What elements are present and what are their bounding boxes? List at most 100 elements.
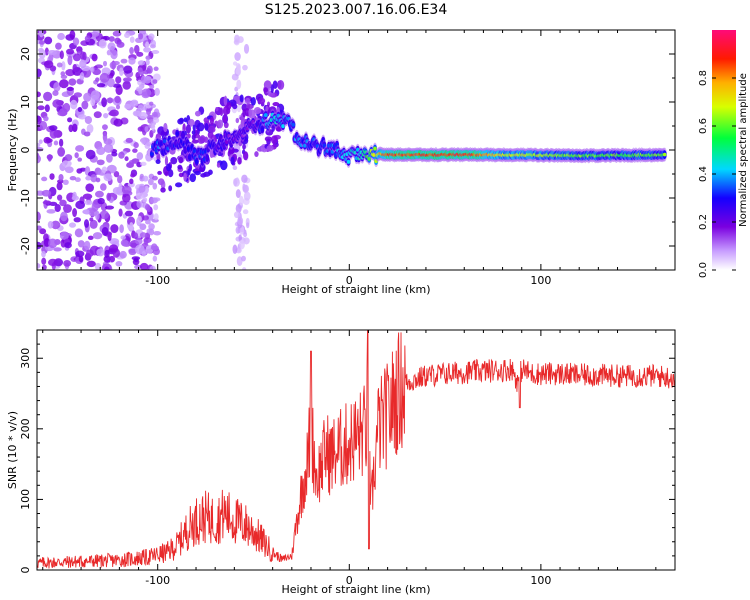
spectrogram-noise-cell	[66, 86, 74, 91]
spectrogram-noise-cell	[231, 73, 239, 81]
spectrogram-noise-cell	[72, 37, 80, 46]
colorbar-ticks: 0.0 0.2 0.4 0.6 0.8	[698, 70, 736, 278]
spectrogram-noise-cell	[148, 33, 155, 40]
spectrogram-noise-cell	[235, 67, 242, 76]
spectrogram-noise-cell	[152, 117, 160, 124]
spectrogram-noise-cell	[72, 53, 81, 62]
spectrogram-noise-cell	[57, 147, 66, 157]
spectrogram-noise-cell	[100, 183, 107, 191]
spectrogram-band-cell	[257, 97, 266, 105]
spectrogram-ridge-core	[188, 155, 192, 160]
spectrogram-noise-cell	[38, 47, 44, 53]
y-tick-label: -10	[19, 189, 32, 207]
spectrogram-ridge-core	[183, 147, 188, 152]
spectrogram-band-cell	[178, 156, 184, 164]
spectrogram-noise-cell	[37, 154, 41, 164]
spectrogram-band-cell	[177, 164, 183, 170]
spectrogram-noise-cell	[101, 226, 109, 236]
spectrogram-noise-cell	[233, 211, 241, 219]
spectrogram-noise-cell	[115, 104, 121, 110]
x-tick-label: 0	[346, 574, 353, 587]
spectrogram-noise-cell	[142, 197, 148, 203]
spectrogram-band-cell	[266, 145, 274, 152]
spectrogram-noise-cell	[241, 174, 248, 183]
spectrogram-noise-cell	[84, 199, 93, 206]
spectrogram-noise-cell	[63, 260, 72, 267]
spectrogram-noise-cell	[37, 68, 42, 78]
spectrogram-noise-cell	[124, 32, 130, 39]
spectrogram-noise-cell	[76, 168, 83, 174]
spectrogram-noise-cell	[37, 211, 41, 222]
spectrogram-noise-cell	[133, 142, 139, 149]
spectrogram-noise-cell	[79, 59, 87, 69]
spectrogram-noise-cell	[232, 244, 238, 254]
spectrogram-noise-cell	[153, 204, 159, 211]
x-tick-label: 100	[530, 274, 551, 287]
spectrogram-band-cell	[187, 119, 195, 127]
spectrogram-noise-cell	[106, 49, 111, 56]
spectrogram-noise-cell	[99, 72, 110, 83]
spectrogram-noise-cell	[99, 210, 109, 220]
spectrogram-band-cell	[263, 87, 269, 93]
spectrogram-band-cell	[253, 106, 262, 115]
spectrogram-noise-cell	[118, 151, 125, 159]
spectrogram-noise-cell	[60, 71, 66, 77]
spectrogram-noise-cell	[120, 239, 129, 247]
spectrogram-noise-cell	[118, 67, 124, 77]
spectrogram-noise-cell	[95, 177, 101, 183]
spectrogram-noise-cell	[153, 66, 159, 71]
spectrogram-ridge-core	[373, 146, 377, 151]
spectrogram-noise-cell	[41, 176, 48, 182]
spectrogram-noise-cell	[238, 195, 244, 206]
snr-frame	[36, 329, 676, 571]
spectrogram-band-cell	[246, 103, 254, 110]
spectrogram-band-cell	[157, 178, 165, 186]
spectrogram-noise-cell	[48, 238, 58, 249]
snr-panel: -100 0 100 0 100 200 300 Height of straight li…	[6, 329, 676, 596]
spectrogram-band-cell	[220, 160, 228, 171]
spectrogram-band-cell	[272, 80, 278, 89]
spectrogram-noise-cell	[67, 117, 73, 123]
spectrogram-noise-cell	[41, 250, 46, 258]
spectrogram-band-cell	[167, 169, 174, 178]
y-tick-label: 300	[19, 348, 32, 369]
spectrogram-band-cell	[271, 124, 276, 132]
spectrogram-noise-cell	[128, 159, 135, 166]
spectrogram-noise-cell	[66, 48, 75, 55]
spectrogram-noise-cell	[49, 128, 58, 139]
snr-series-line	[37, 330, 675, 569]
spectrogram-noise-cell	[139, 262, 149, 270]
spectrogram-noise-cell	[103, 138, 113, 145]
x-tick-label: -100	[145, 274, 170, 287]
spectrogram-band-cell	[166, 163, 172, 172]
spectrogram-ridge-core	[181, 132, 185, 137]
spectrogram-noise-cell	[97, 197, 105, 205]
spectrogram-ridge-core	[162, 139, 167, 144]
spectrogram-band-cell	[217, 119, 224, 129]
spectrogram-noise-cell	[102, 124, 108, 130]
spectrogram-noise-cell	[77, 157, 83, 162]
spectrogram-noise-cell	[78, 255, 84, 263]
spectrogram-noise-cell	[38, 139, 43, 144]
spectrogram-noise-cell	[85, 149, 96, 160]
spectrogram-noise-cell	[151, 49, 160, 55]
spectrogram-noise-cell	[89, 66, 95, 73]
spectrogram-noise-cell	[102, 35, 110, 41]
spectrogram-band-cell	[223, 95, 228, 106]
spectrogram-band-cell	[196, 122, 205, 132]
spectrogram-noise-cell	[147, 178, 154, 186]
spectrogram-band-cell	[209, 149, 214, 159]
spectrogram-noise-cell	[151, 111, 158, 117]
spectrogram-noise-cell	[107, 77, 115, 88]
spectrogram-band-cell	[207, 125, 216, 134]
spectrogram-noise-cell	[129, 47, 134, 55]
spectrogram-noise-cell	[138, 69, 145, 76]
spectrogram-noise-cell	[90, 174, 98, 183]
spectrogram-noise-cell	[37, 241, 42, 250]
spectrogram-ridge-core	[263, 113, 268, 118]
spectrogram-noise-cell	[148, 223, 155, 231]
y-tick-label: 200	[19, 418, 32, 439]
spectrogram-noise-cell	[37, 91, 41, 98]
spectrogram-noise-cell	[72, 64, 77, 72]
spectrogram-band-cell	[248, 108, 252, 117]
